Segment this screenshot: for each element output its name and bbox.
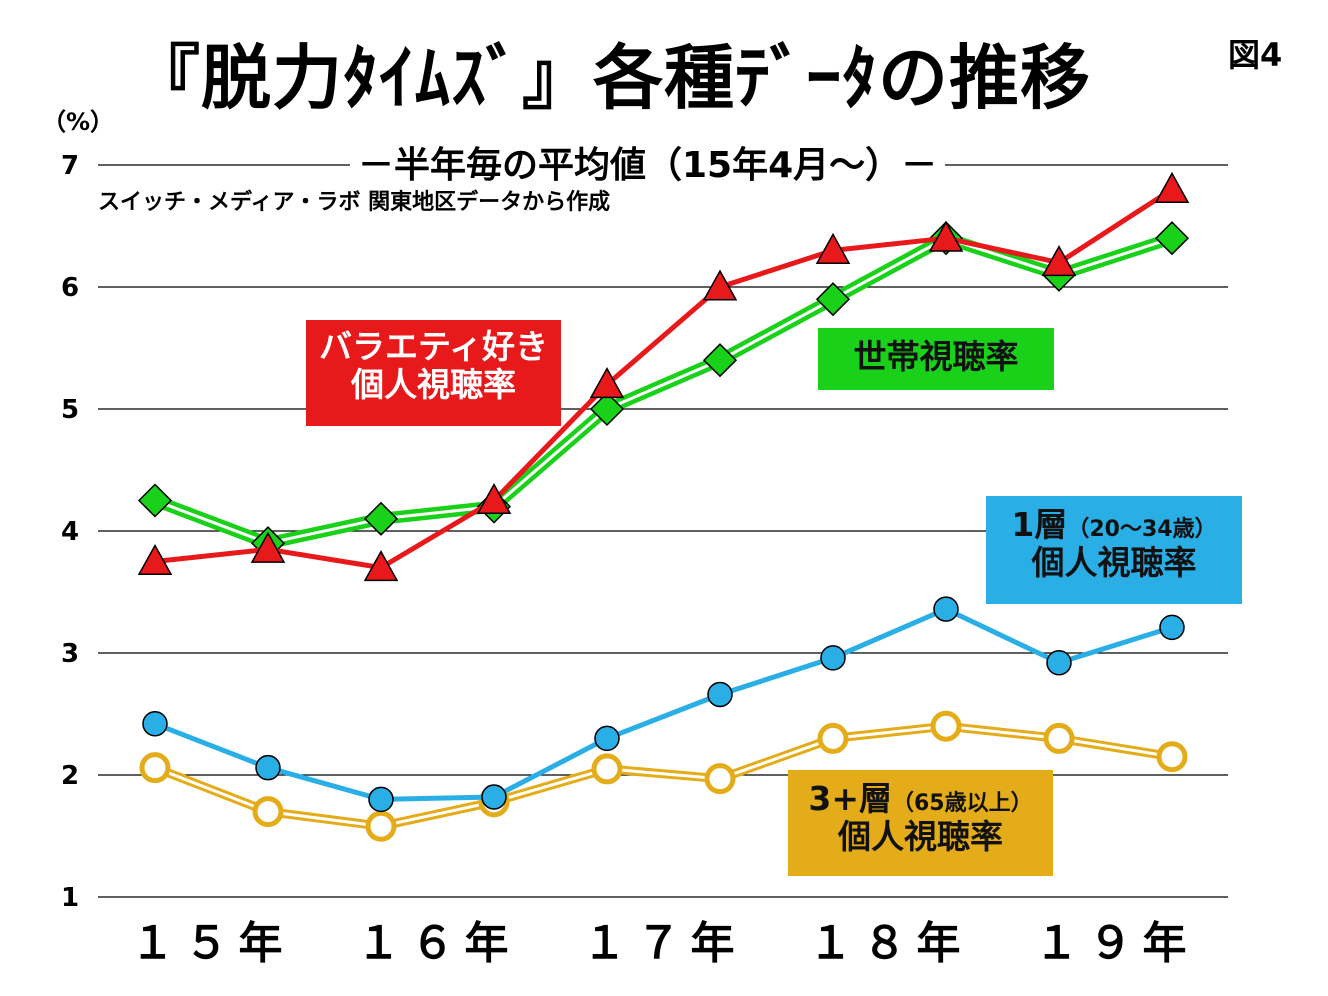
x-axis-ticks: １５年 １６年 １７年 １８年 １９年 (131, 918, 1197, 969)
triangle-marker (137, 543, 173, 576)
circle-marker (820, 645, 846, 671)
open-circle-marker (817, 722, 849, 754)
circle-marker (933, 596, 959, 622)
triangle-marker (815, 232, 851, 264)
label-layer3-line2: 個人視聴率 (838, 816, 1003, 856)
series-line-inner (154, 236, 1173, 545)
label-layer1-age: （20～34歳） (1067, 517, 1217, 542)
open-circle-marker (365, 810, 397, 842)
circle-marker (1159, 614, 1185, 641)
diamond-marker (702, 343, 738, 378)
circle-marker (368, 786, 394, 813)
open-circle-marker (591, 753, 623, 785)
y-axis-ticks: 1 2 3 4 5 6 7 (61, 151, 79, 913)
chart-subtitle: －半年毎の平均値（15年4月～）－ (350, 136, 946, 188)
label-layer1-name: 1層 (1011, 505, 1068, 544)
triangle-marker (1154, 171, 1190, 203)
label-variety: バラエティ好き 個人視聴率 (306, 320, 561, 426)
x-tick-label: １５年 (131, 918, 293, 969)
x-tick-label: １７年 (583, 918, 745, 969)
circle-marker (707, 681, 733, 708)
diamond-marker (815, 282, 851, 317)
x-tick-label: １９年 (1035, 918, 1197, 969)
open-circle-marker (252, 796, 284, 828)
source-note: スイッチ・メディア・ラボ 関東地区データから作成 (98, 190, 611, 215)
open-circle-marker (1156, 741, 1188, 773)
series-line (154, 606, 1173, 802)
series-household (137, 221, 1190, 561)
chart-title: 『脱力ﾀｲﾑｽﾞ』各種ﾃﾞｰﾀの推移 (130, 37, 1091, 119)
circle-marker (481, 784, 507, 810)
y-tick-label: 2 (61, 761, 79, 791)
label-layer3-line1: 3+層（65歳以上） (788, 780, 1053, 818)
label-layer3-name: 3+層 (808, 779, 892, 818)
diamond-marker (137, 483, 173, 518)
y-tick-label: 6 (61, 273, 79, 303)
triangle-marker (1041, 245, 1077, 277)
label-variety-line2: 個人視聴率 (351, 364, 516, 404)
label-layer1-line1: 1層（20～34歳） (986, 506, 1242, 544)
triangle-marker (363, 550, 399, 582)
circle-marker (255, 754, 281, 781)
diamond-marker (363, 501, 399, 536)
label-layer3-age: （65歳以上） (892, 791, 1033, 816)
diamond-marker (1154, 221, 1190, 256)
series-variety (137, 171, 1190, 582)
circle-marker (594, 725, 620, 752)
label-layer3: 3+層（65歳以上） 個人視聴率 (788, 770, 1053, 876)
triangle-marker (250, 531, 286, 563)
triangle-marker (702, 269, 738, 301)
y-tick-label: 5 (61, 395, 79, 425)
series-line-inner (154, 724, 1173, 828)
circle-marker (1046, 650, 1072, 676)
series-layer1 (142, 596, 1185, 813)
label-household: 世帯視聴率 (818, 328, 1054, 390)
triangle-marker (589, 367, 625, 399)
x-tick-label: １６年 (357, 918, 519, 969)
label-variety-line1: バラエティ好き (318, 327, 549, 366)
y-tick-label: 1 (61, 883, 79, 913)
figure-label: 図4 (1228, 36, 1283, 74)
circle-marker (142, 711, 168, 737)
y-axis-unit: （%） (42, 108, 115, 136)
y-tick-label: 7 (61, 151, 79, 181)
y-tick-label: 3 (61, 639, 79, 669)
diamond-marker (589, 391, 625, 427)
open-circle-marker (930, 710, 962, 742)
series-line (154, 187, 1174, 571)
label-household-line1: 世帯視聴率 (853, 337, 1019, 376)
triangle-marker (476, 482, 512, 515)
x-tick-label: １８年 (809, 918, 971, 969)
open-circle-marker (704, 763, 736, 795)
open-circle-marker (1043, 722, 1075, 754)
label-layer1: 1層（20～34歳） 個人視聴率 (986, 496, 1242, 604)
label-layer1-line2: 個人視聴率 (1031, 542, 1197, 582)
triangle-marker (928, 220, 964, 252)
open-circle-marker (139, 752, 171, 784)
series-group (137, 171, 1190, 842)
y-tick-label: 4 (61, 517, 79, 547)
